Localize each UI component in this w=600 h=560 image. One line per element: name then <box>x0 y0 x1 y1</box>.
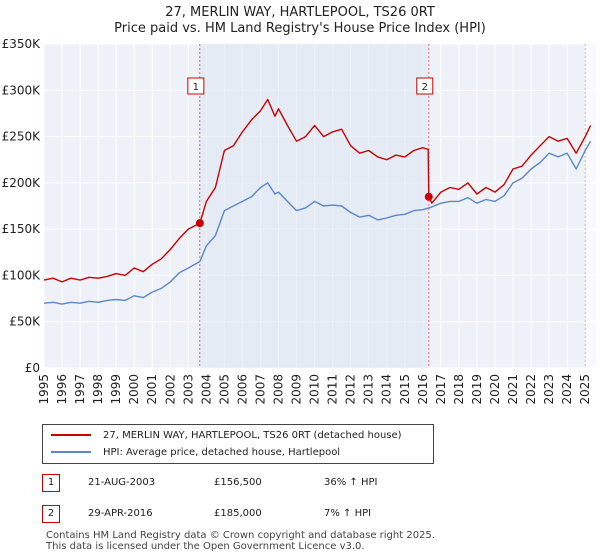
transaction-price: £185,000 <box>214 508 262 519</box>
y-tick-label: £200K <box>2 176 42 190</box>
ownership-band <box>199 44 429 368</box>
price-chart: 27, MERLIN WAY, HARTLEPOOL, TS26 0RT Pri… <box>2 5 596 405</box>
series-line <box>43 140 592 305</box>
legend-property-label: 27, MERLIN WAY, HARTLEPOOL, TS26 0RT (de… <box>103 430 402 441</box>
transaction-hpi: 7% ↑ HPI <box>324 508 372 519</box>
x-tick-label: 2008 <box>272 374 286 405</box>
x-tick-label: 2006 <box>235 374 249 405</box>
x-tick-label: 2012 <box>344 374 358 405</box>
x-tick-label: 2015 <box>398 374 412 405</box>
x-tick-label: 2003 <box>181 374 195 405</box>
series-lines <box>43 98 592 305</box>
chart-subtitle: Price paid vs. HM Land Registry's House … <box>114 21 486 36</box>
y-tick-label: £50K <box>9 315 41 329</box>
transaction-row: 2 29-APR-2016 £185,000 7% ↑ HPI <box>42 503 582 525</box>
footer-line-1: Contains HM Land Registry data © Crown c… <box>46 530 435 541</box>
marker-badge <box>416 77 434 95</box>
x-tick-label: 2022 <box>524 374 538 405</box>
x-tick-label: 2000 <box>127 374 141 405</box>
x-tick-label: 1997 <box>73 374 87 405</box>
legend-swatch-blue <box>51 451 91 453</box>
x-tick-label: 2001 <box>145 374 159 405</box>
x-tick-label: 2018 <box>452 374 466 405</box>
x-tick-label: 2023 <box>542 374 556 405</box>
x-tick-label: 1996 <box>55 374 69 405</box>
legend: 27, MERLIN WAY, HARTLEPOOL, TS26 0RT (de… <box>42 424 434 464</box>
y-axis-ticks: £0 £50K £100K £150K £200K £250K £300K £350K <box>2 37 42 375</box>
x-tick-label: 2020 <box>488 374 502 405</box>
x-tick-label: 2004 <box>199 374 213 405</box>
x-tick-label: 2016 <box>416 374 430 405</box>
transaction-hpi: 36% ↑ HPI <box>324 477 378 488</box>
transaction-badge: 2 <box>42 505 60 523</box>
marker-lines <box>199 44 430 368</box>
y-tick-label: £100K <box>2 268 42 282</box>
x-tick-label: 2002 <box>163 374 177 405</box>
footer: Contains HM Land Registry data © Crown c… <box>46 530 435 552</box>
transaction-row: 1 21-AUG-2003 £156,500 36% ↑ HPI <box>42 472 582 494</box>
future-shade <box>584 44 596 368</box>
sale-point <box>424 192 433 201</box>
transaction-date: 29-APR-2016 <box>88 508 153 519</box>
x-tick-label: 1995 <box>37 374 51 405</box>
marker-badge <box>187 77 205 95</box>
transaction-badge: 1 <box>42 474 60 492</box>
x-tick-label: 2009 <box>290 374 304 405</box>
legend-item-hpi: HPI: Average price, detached house, Hart… <box>51 445 340 461</box>
marker-badge-label: 1 <box>193 82 199 93</box>
shaded-region <box>585 44 596 368</box>
y-tick-label: £250K <box>2 130 42 144</box>
x-tick-label: 2007 <box>253 374 267 405</box>
sale-points <box>195 192 433 228</box>
transaction-date: 21-AUG-2003 <box>88 477 156 488</box>
x-tick-label: 2005 <box>217 374 231 405</box>
x-tick-label: 2014 <box>380 374 394 405</box>
y-tick-label: £150K <box>2 222 42 236</box>
legend-hpi-label: HPI: Average price, detached house, Hart… <box>103 447 341 458</box>
legend-swatch-red <box>51 434 91 436</box>
x-tick-label: 2011 <box>326 374 340 405</box>
chart-title: 27, MERLIN WAY, HARTLEPOOL, TS26 0RT <box>165 5 435 20</box>
transaction-price: £156,500 <box>214 477 262 488</box>
footer-line-2: This data is licensed under the Open Gov… <box>46 541 365 552</box>
series-line <box>43 98 592 283</box>
x-tick-label: 2019 <box>470 374 484 405</box>
x-tick-label: 2013 <box>362 374 376 405</box>
legend-item-property: 27, MERLIN WAY, HARTLEPOOL, TS26 0RT (de… <box>51 428 402 444</box>
y-tick-label: £300K <box>2 83 42 97</box>
x-tick-label: 2017 <box>434 374 448 405</box>
x-tick-label: 2025 <box>578 374 592 405</box>
y-tick-label: £350K <box>2 37 42 51</box>
x-tick-label: 2010 <box>308 374 322 405</box>
marker-badge-label: 2 <box>422 82 428 93</box>
y-tick-label: £0 <box>25 361 40 375</box>
x-axis-ticks: 1995 1996 1997 1998 1999 2000 2001 2002 2003 2004… <box>37 374 592 405</box>
sale-point <box>195 219 204 228</box>
x-tick-label: 1998 <box>91 374 105 405</box>
x-tick-label: 2021 <box>506 374 520 405</box>
x-tick-label: 2024 <box>560 374 574 405</box>
x-tick-label: 1999 <box>109 374 123 405</box>
